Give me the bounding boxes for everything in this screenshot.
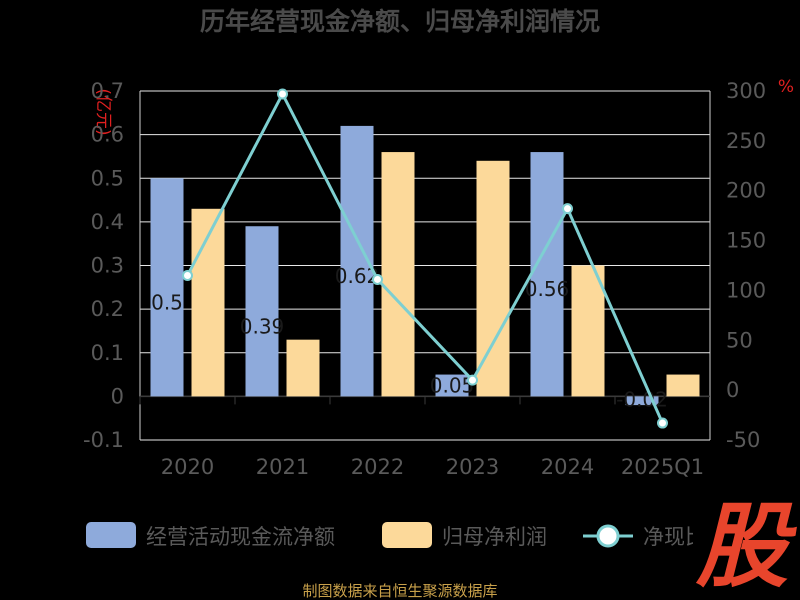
bar-profit bbox=[381, 152, 415, 397]
legend-item-ratio[interactable]: 净现比 bbox=[583, 524, 706, 549]
x-axis-ticks: 2020 2021 2022 2023 2024 2025Q1 bbox=[139, 396, 704, 479]
left-tick-label: 0.1 bbox=[91, 341, 124, 365]
right-tick-label: 200 bbox=[726, 179, 766, 203]
left-tick-label: 0.5 bbox=[91, 166, 124, 190]
legend-marker-ratio bbox=[596, 524, 620, 548]
footer-source: 制图数据来自恒生聚源数据库 bbox=[302, 582, 497, 600]
x-tick-label: 2025Q1 bbox=[621, 455, 704, 479]
ratio-point bbox=[182, 269, 193, 281]
left-tick-label: 0.2 bbox=[91, 297, 124, 321]
bars bbox=[150, 125, 700, 406]
right-axis-ticks: -50 0 50 100 150 200 250 300 bbox=[726, 79, 766, 452]
right-tick-label: 50 bbox=[726, 328, 753, 352]
data-label-cashflow: 0.39 bbox=[240, 314, 285, 338]
legend-swatch-profit bbox=[382, 522, 432, 548]
left-axis-unit: (亿元) bbox=[93, 88, 113, 135]
bar-profit bbox=[191, 208, 225, 397]
ratio-point bbox=[467, 374, 478, 386]
legend-item-profit[interactable]: 归母净利润 bbox=[382, 522, 547, 549]
ratio-point bbox=[562, 203, 573, 215]
bar-cashflow bbox=[625, 396, 659, 406]
x-tick-label: 2020 bbox=[161, 455, 214, 479]
data-label-cashflow: 0.05 bbox=[430, 373, 475, 397]
right-tick-label: -50 bbox=[726, 428, 760, 452]
ratio-line bbox=[182, 88, 668, 429]
ratio-point bbox=[657, 417, 668, 429]
right-tick-label: 300 bbox=[726, 79, 766, 103]
x-tick-label: 2021 bbox=[256, 455, 309, 479]
ratio-point bbox=[372, 273, 383, 285]
data-label-cashflow: 0.56 bbox=[525, 277, 570, 301]
legend-label-cashflow: 经营活动现金流净额 bbox=[146, 525, 335, 549]
data-label-cashflow: 0.5 bbox=[151, 290, 183, 314]
x-tick-label: 2024 bbox=[541, 455, 594, 479]
legend-item-cashflow[interactable]: 经营活动现金流净额 bbox=[86, 522, 335, 549]
right-tick-label: 150 bbox=[726, 229, 766, 253]
data-label-cashflow: -0.02 bbox=[616, 387, 668, 411]
data-labels: 0.50.390.620.050.56-0.02 bbox=[151, 264, 668, 411]
bar-profit bbox=[286, 339, 320, 397]
left-tick-label: 0 bbox=[111, 384, 124, 408]
ratio-point bbox=[277, 88, 288, 100]
bar-profit bbox=[571, 265, 605, 397]
watermark-logo: 股 bbox=[693, 493, 797, 600]
bar-cashflow bbox=[530, 152, 564, 397]
right-tick-label: 100 bbox=[726, 278, 766, 302]
x-tick-label: 2022 bbox=[351, 455, 404, 479]
legend-swatch-cashflow bbox=[86, 522, 136, 548]
bar-cashflow bbox=[150, 178, 184, 397]
bar-profit bbox=[666, 374, 700, 397]
left-tick-label: -0.1 bbox=[83, 428, 124, 452]
legend: 经营活动现金流净额 归母净利润 净现比 bbox=[86, 522, 706, 549]
bar-cashflow bbox=[245, 226, 279, 397]
left-tick-label: 0.7 bbox=[91, 79, 124, 103]
right-tick-label: 250 bbox=[726, 129, 766, 153]
left-axis-ticks: -0.1 0 0.1 0.2 0.3 0.4 0.5 0.6 0.7 bbox=[83, 79, 124, 452]
watermark-glyph: 股 bbox=[695, 493, 797, 600]
right-axis-unit: % bbox=[778, 77, 794, 97]
bar-cashflow bbox=[435, 374, 469, 397]
left-tick-label: 0.3 bbox=[91, 254, 124, 278]
left-tick-label: 0.6 bbox=[91, 123, 124, 147]
left-tick-label: 0.4 bbox=[91, 210, 124, 234]
legend-label-profit: 归母净利润 bbox=[442, 525, 547, 549]
right-tick-label: 0 bbox=[726, 378, 739, 402]
bar-profit bbox=[476, 160, 510, 397]
chart-title: 历年经营现金净额、归母净利润情况 bbox=[200, 7, 600, 36]
x-tick-label: 2023 bbox=[446, 455, 499, 479]
ratio-line-path bbox=[186, 90, 664, 424]
